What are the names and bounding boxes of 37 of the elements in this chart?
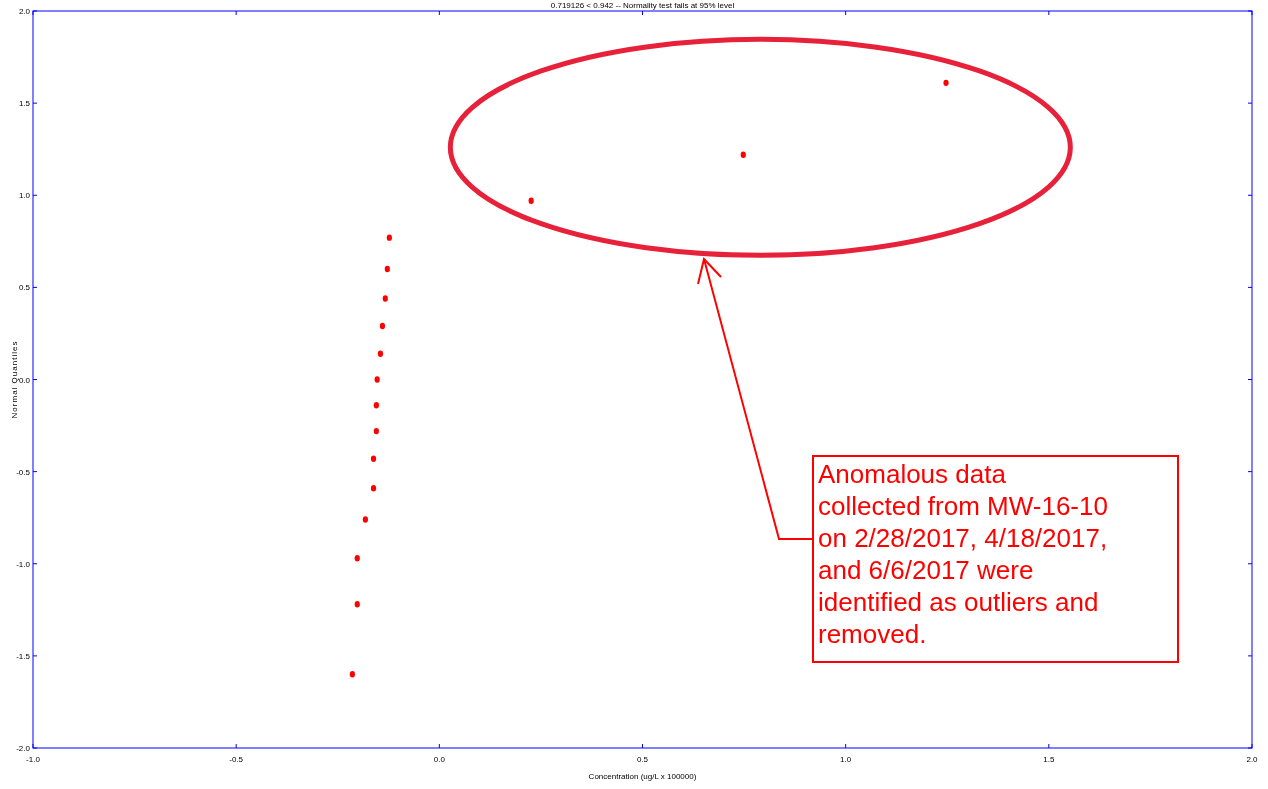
y-tick-label: 1.0	[18, 191, 31, 201]
point	[373, 427, 379, 435]
point	[354, 601, 360, 608]
x-tick-label: -0.5	[229, 755, 244, 764]
x-tick-label: 0.0	[433, 755, 446, 764]
point	[370, 455, 377, 462]
x-tick-label: 0.5	[636, 755, 649, 764]
point	[373, 402, 379, 409]
point	[386, 234, 392, 241]
x-tick-label: 1.0	[840, 755, 852, 764]
point	[382, 295, 388, 302]
point	[384, 265, 390, 273]
point	[740, 151, 746, 158]
annotation: Anomalous data collected from MW-16-10 on 2/28/2017, 4/18/2017, and 6/6/2017 were identified as outliers and removed.	[818, 459, 1108, 649]
y-tick-label: 1.5	[18, 99, 31, 109]
point	[528, 197, 534, 204]
x-axis-title: Concentration (ug/L x 100000)	[588, 772, 697, 781]
y-tick-label: 0.0	[18, 375, 31, 385]
y-tick-label: 0.5	[18, 283, 31, 293]
x-tick-label: 2.0	[1246, 755, 1259, 764]
x-tick-label: -1.0	[26, 755, 41, 764]
point	[370, 485, 377, 492]
y-tick-label: -1.0	[16, 559, 31, 569]
point	[377, 350, 384, 357]
point	[354, 555, 360, 562]
y-axis-title: Normal Quantiles	[10, 340, 19, 419]
point	[362, 516, 368, 523]
y-tick-label: -1.5	[16, 651, 31, 661]
chart-title: 0.719126 < 0.942 -- Normality test fails at 95% level	[550, 1, 735, 10]
point	[943, 79, 949, 87]
point	[349, 671, 355, 678]
y-tick-label: -2.0	[16, 744, 31, 753]
y-tick-label: -0.5	[16, 467, 31, 477]
y-tick-label: 2.0	[18, 7, 31, 16]
point	[374, 376, 380, 383]
x-tick-label: 1.5	[1043, 755, 1055, 764]
point	[379, 322, 386, 330]
